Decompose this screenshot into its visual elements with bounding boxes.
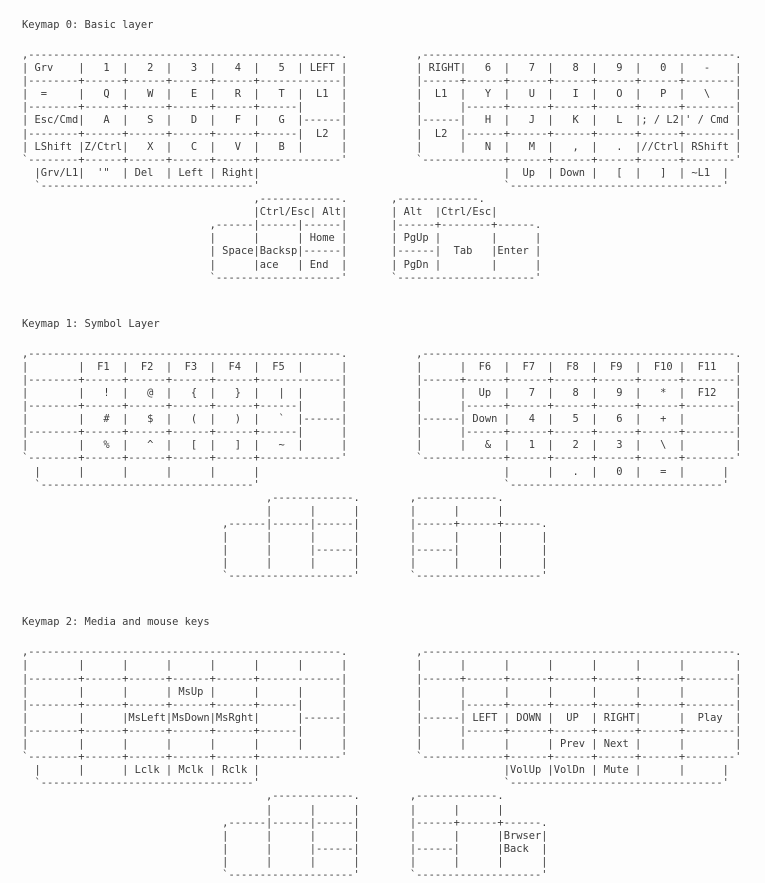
- keymap-section-symbol-layer: Keymap 1: Symbol Layer ,----------------…: [22, 318, 765, 584]
- keymap-2-ascii-art: ,---------------------------------------…: [22, 646, 742, 881]
- keymap-0-title: Keymap 0: Basic layer: [22, 19, 154, 31]
- keymap-section-media-mouse-keys: Keymap 2: Media and mouse keys ,--------…: [22, 616, 765, 882]
- keymap-section-basic-layer: Keymap 0: Basic layer ,-----------------…: [22, 19, 765, 285]
- keymap-2-title: Keymap 2: Media and mouse keys: [22, 616, 210, 629]
- keymap-1-ascii-art: ,---------------------------------------…: [22, 347, 742, 583]
- keymap-1-title: Keymap 1: Symbol Layer: [22, 317, 160, 330]
- keymap-0-ascii-art: ,---------------------------------------…: [22, 49, 742, 284]
